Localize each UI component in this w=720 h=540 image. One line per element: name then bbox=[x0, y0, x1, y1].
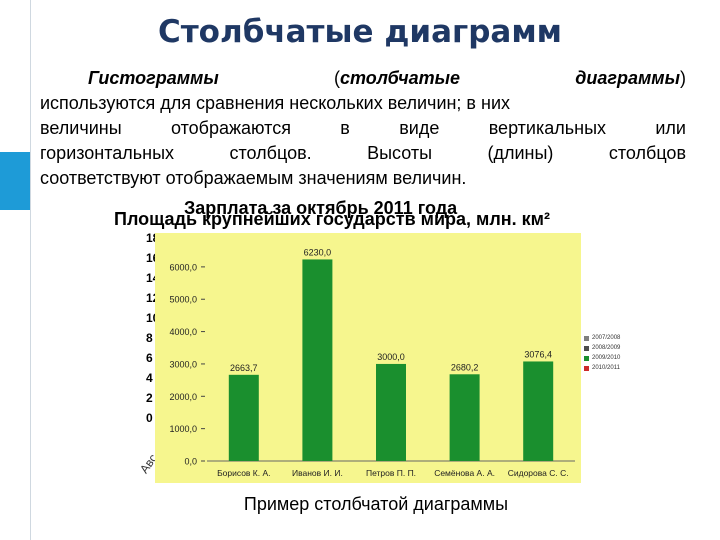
y-tick-label: 0,0 bbox=[184, 457, 197, 467]
overlay-tick-8: 2 bbox=[146, 391, 153, 405]
x-tick-label: Иванов И. И. bbox=[292, 468, 343, 478]
overlay-title-area: Площадь крупнейших государств мира, млн.… bbox=[114, 209, 550, 229]
paragraph-line-3: горизонтальных столбцов. Высоты (длины) … bbox=[40, 143, 686, 163]
y-tick-label: 4000,0 bbox=[169, 327, 197, 337]
body-paragraph: Гистограммы (столбчатые диаграммы) испол… bbox=[40, 66, 686, 191]
paragraph-line-2: величины отображаются в виде вертикальны… bbox=[40, 118, 686, 138]
legend-label: 2010/2011 bbox=[592, 365, 620, 371]
overlay-tick-7: 4 bbox=[146, 371, 153, 385]
bar bbox=[376, 363, 406, 461]
legend-label: 2007/2008 bbox=[592, 335, 621, 341]
term-diagrammy: диаграммы bbox=[575, 68, 680, 88]
bar-chart: 0,0 1000,0 2000,0 3000,0 4000,0 5000,0 6000,0 2… bbox=[155, 233, 581, 483]
y-tick-label: 3000,0 bbox=[169, 359, 197, 369]
y-tick-label: 1000,0 bbox=[169, 424, 197, 434]
chart-caption: Пример столбчатой диаграммы bbox=[243, 494, 509, 514]
legend-label: 2009/2010 bbox=[592, 355, 621, 361]
chart-legend: 2007/2008 2008/2009 2009/2010 2010/2011 bbox=[584, 333, 642, 373]
x-tick-label: Борисов К. А. bbox=[217, 468, 270, 478]
legend-label: 2008/2009 bbox=[592, 345, 621, 351]
slide-title: Столбчатые диаграмм bbox=[157, 14, 563, 50]
overlay-tick-6: 6 bbox=[146, 351, 153, 365]
paragraph-lead-row: Гистограммы (столбчатые диаграммы) bbox=[40, 66, 686, 91]
left-sidebar-strip bbox=[0, 0, 31, 540]
bar bbox=[228, 374, 259, 461]
x-tick-label: Сидорова С. С. bbox=[508, 468, 569, 478]
term-gistogrammy: Гистограммы bbox=[88, 68, 219, 88]
paragraph-line-4: соответствуют отображаемым значениям вел… bbox=[40, 168, 467, 188]
legend-item: 2010/2011 bbox=[584, 363, 642, 373]
bar bbox=[449, 374, 480, 461]
bar bbox=[302, 259, 333, 461]
overlay-tick-9: 0 bbox=[146, 411, 153, 425]
left-accent-block bbox=[0, 152, 30, 210]
legend-swatch bbox=[584, 345, 589, 351]
overlay-tick-5: 8 bbox=[146, 331, 153, 345]
legend-swatch bbox=[584, 365, 589, 371]
legend-swatch bbox=[584, 335, 589, 341]
y-tick-label: 5000,0 bbox=[169, 295, 197, 305]
bar bbox=[523, 361, 554, 461]
x-tick-label: Семёнова А. А. bbox=[434, 468, 495, 478]
bar-value-label: 2680,2 bbox=[451, 362, 479, 372]
overlay-title-salary: Зарплата за октябрь 2011 года bbox=[184, 198, 458, 218]
y-tick-label: 2000,0 bbox=[169, 392, 197, 402]
bar-value-label: 6230,0 bbox=[304, 247, 332, 257]
legend-item: 2009/2010 bbox=[584, 353, 642, 363]
y-tick-label: 6000,0 bbox=[169, 262, 197, 272]
bar-chart-svg: 0,0 1000,0 2000,0 3000,0 4000,0 5000,0 6000,0 2… bbox=[169, 247, 575, 478]
bar-value-label: 3076,4 bbox=[524, 349, 552, 359]
x-tick-label: Петров П. П. bbox=[366, 468, 416, 478]
paragraph-line-1: используются для сравнения нескольких ве… bbox=[40, 93, 510, 113]
term-stolbchatye: столбчатые bbox=[339, 68, 461, 88]
bar-value-label: 3000,0 bbox=[377, 352, 405, 362]
lead-word-3: диаграммы) bbox=[575, 68, 686, 88]
legend-swatch bbox=[584, 355, 589, 361]
lead-word-2: (столбчатые bbox=[333, 68, 461, 88]
bar-value-label: 2663,7 bbox=[230, 363, 258, 373]
legend-item: 2008/2009 bbox=[584, 343, 642, 353]
legend-item: 2007/2008 bbox=[584, 333, 642, 343]
